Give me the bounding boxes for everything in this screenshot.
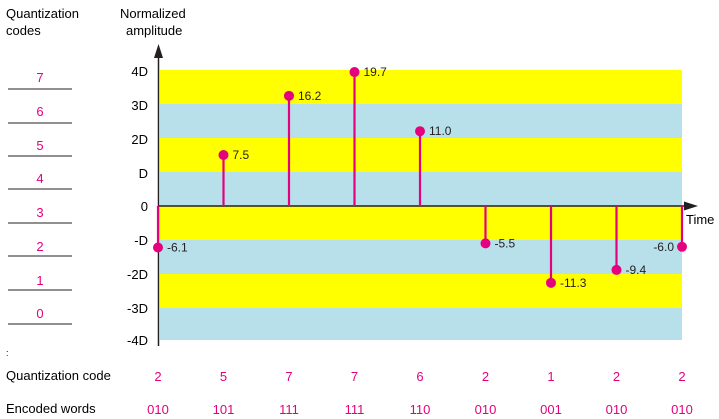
left-header-line-2: codes xyxy=(6,23,41,38)
band-0-neg-d xyxy=(160,206,682,240)
quantization-code-value: 1 xyxy=(547,369,554,384)
left-header-line-1: Quantization xyxy=(6,6,79,21)
encoded-word-value: 010 xyxy=(671,402,693,417)
sample-value-label: -6.1 xyxy=(167,240,188,254)
sample-value-label: -11.3 xyxy=(560,276,587,290)
stray-mark: : xyxy=(6,348,9,358)
encoded-word-value: 111 xyxy=(279,402,299,417)
axis-header: Normalized amplitude xyxy=(120,6,186,38)
sample-value-label: -6.0 xyxy=(653,240,674,254)
quantization-code-row-label: Quantization code xyxy=(6,368,111,383)
band-3d-4d xyxy=(160,70,682,104)
sample-value-label: -5.5 xyxy=(495,236,516,250)
quantization-code-value: 5 xyxy=(220,369,227,384)
y-tick-neg-4d: -4D xyxy=(127,333,148,348)
band-neg-2d-neg-3d xyxy=(160,274,682,308)
band-neg-3d-neg-4d xyxy=(160,308,682,340)
y-axis-arrow-icon xyxy=(154,44,163,58)
sample-value-label: -9.4 xyxy=(626,263,647,277)
code-label-0: 0 xyxy=(36,306,43,321)
y-tick-d: D xyxy=(139,166,148,181)
y-tick-3d: 3D xyxy=(131,98,148,113)
encoded-word-value: 010 xyxy=(475,402,497,417)
quantization-code-value: 2 xyxy=(678,369,685,384)
y-tick-neg-3d: -3D xyxy=(127,301,148,316)
quantization-code-value: 2 xyxy=(482,369,489,384)
time-axis-arrow-icon xyxy=(684,201,698,211)
code-label-5: 5 xyxy=(36,138,43,153)
code-label-3: 3 xyxy=(36,205,43,220)
y-tick-4d: 4D xyxy=(131,64,148,79)
encoded-word-value: 111 xyxy=(345,402,365,417)
y-tick-2d: 2D xyxy=(131,132,148,147)
sample-point xyxy=(153,242,163,253)
axis-header-line-2: amplitude xyxy=(126,23,182,38)
encoded-words-row: 010 101 111 111 110 010 001 010 010 xyxy=(147,402,693,417)
time-label: Time xyxy=(686,212,714,227)
quantization-code-value: 6 xyxy=(416,369,423,384)
encoded-word-value: 010 xyxy=(606,402,628,417)
encoded-word-value: 110 xyxy=(410,402,431,417)
sample-value-label: 16.2 xyxy=(298,89,322,103)
sample-point xyxy=(349,67,360,78)
sample-value-label: 11.0 xyxy=(429,124,452,138)
sample-point xyxy=(218,150,229,160)
y-tick-neg-d: -D xyxy=(134,233,148,248)
sample-value-label: 19.7 xyxy=(364,65,388,79)
encoded-word-value: 101 xyxy=(213,402,235,417)
encoded-word-value: 010 xyxy=(147,402,169,417)
code-label-7: 7 xyxy=(36,70,43,85)
code-label-4: 4 xyxy=(36,171,43,186)
band-neg-d-neg-2d xyxy=(160,240,682,274)
left-header: Quantization codes xyxy=(6,6,79,38)
encoded-word-value: 001 xyxy=(540,402,562,417)
codes-column: 7 6 5 4 3 2 1 0 xyxy=(8,70,72,325)
quantization-code-row: 2 5 7 7 6 2 1 2 2 xyxy=(154,369,685,384)
code-label-2: 2 xyxy=(36,239,43,254)
sample-point xyxy=(284,90,294,101)
axis-header-line-1: Normalized xyxy=(120,6,186,21)
y-tick-neg-2d: -2D xyxy=(127,267,148,282)
quantization-code-value: 2 xyxy=(613,369,620,384)
encoded-words-row-label: Encoded words xyxy=(6,401,96,416)
sample-point xyxy=(611,264,622,275)
y-axis-ticks: 4D 3D 2D D 0 -D -2D -3D -4D xyxy=(127,64,148,348)
quantization-code-value: 7 xyxy=(285,369,292,384)
sample-point xyxy=(546,277,556,288)
y-tick-0: 0 xyxy=(141,199,148,214)
sample-point xyxy=(415,126,425,137)
quantization-code-value: 2 xyxy=(154,369,161,384)
sample-value-label: 7.5 xyxy=(233,148,250,162)
quantization-code-value: 7 xyxy=(351,369,358,384)
sample-marks: -6.1 7.5 16.2 19.7 11.0 -5.5 -11.3 -9.4 -6.0 xyxy=(153,65,687,290)
sample-point xyxy=(677,241,687,252)
code-label-6: 6 xyxy=(36,104,43,119)
sample-point xyxy=(480,238,491,249)
code-label-1: 1 xyxy=(36,273,43,288)
